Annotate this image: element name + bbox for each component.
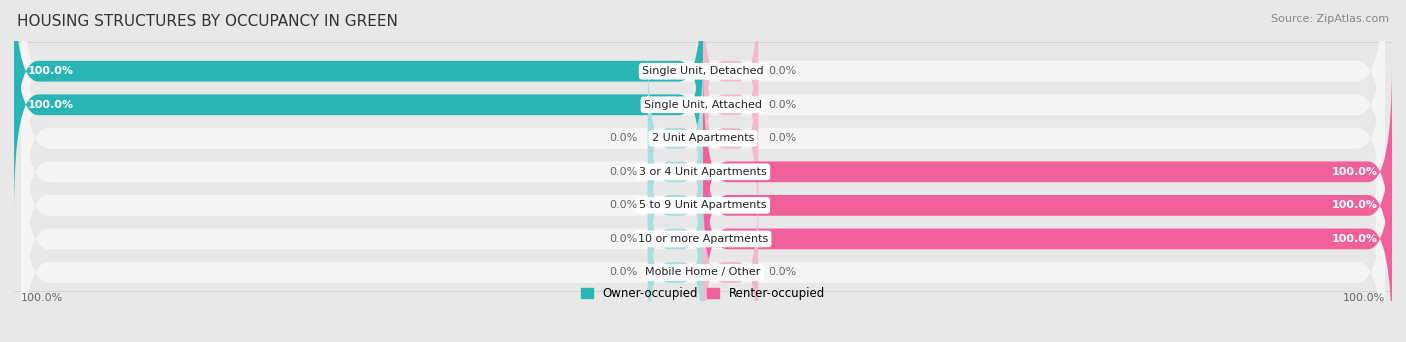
Text: 100.0%: 100.0% bbox=[21, 293, 63, 303]
Text: 10 or more Apartments: 10 or more Apartments bbox=[638, 234, 768, 244]
FancyBboxPatch shape bbox=[703, 132, 1392, 342]
FancyBboxPatch shape bbox=[21, 15, 1385, 262]
FancyBboxPatch shape bbox=[703, 98, 1392, 312]
Text: 0.0%: 0.0% bbox=[609, 234, 637, 244]
FancyBboxPatch shape bbox=[14, 0, 703, 212]
FancyBboxPatch shape bbox=[648, 115, 703, 295]
FancyBboxPatch shape bbox=[21, 0, 1385, 195]
Text: 100.0%: 100.0% bbox=[1331, 234, 1378, 244]
Text: 0.0%: 0.0% bbox=[609, 167, 637, 177]
FancyBboxPatch shape bbox=[703, 0, 758, 161]
FancyBboxPatch shape bbox=[703, 182, 758, 342]
Text: Mobile Home / Other: Mobile Home / Other bbox=[645, 267, 761, 277]
Text: Single Unit, Attached: Single Unit, Attached bbox=[644, 100, 762, 110]
Text: 0.0%: 0.0% bbox=[609, 133, 637, 143]
FancyBboxPatch shape bbox=[21, 115, 1385, 342]
Text: 0.0%: 0.0% bbox=[609, 200, 637, 210]
Text: 0.0%: 0.0% bbox=[769, 133, 797, 143]
Text: 0.0%: 0.0% bbox=[609, 267, 637, 277]
Text: 100.0%: 100.0% bbox=[28, 100, 75, 110]
Text: 2 Unit Apartments: 2 Unit Apartments bbox=[652, 133, 754, 143]
Text: Source: ZipAtlas.com: Source: ZipAtlas.com bbox=[1271, 14, 1389, 24]
Text: Single Unit, Detached: Single Unit, Detached bbox=[643, 66, 763, 76]
Text: 100.0%: 100.0% bbox=[28, 66, 75, 76]
FancyBboxPatch shape bbox=[14, 0, 703, 178]
FancyBboxPatch shape bbox=[648, 48, 703, 228]
FancyBboxPatch shape bbox=[648, 149, 703, 329]
FancyBboxPatch shape bbox=[21, 48, 1385, 295]
FancyBboxPatch shape bbox=[703, 15, 758, 195]
FancyBboxPatch shape bbox=[648, 182, 703, 342]
FancyBboxPatch shape bbox=[703, 65, 1392, 279]
Text: 0.0%: 0.0% bbox=[769, 66, 797, 76]
Text: 0.0%: 0.0% bbox=[769, 100, 797, 110]
Text: 100.0%: 100.0% bbox=[1331, 167, 1378, 177]
FancyBboxPatch shape bbox=[648, 82, 703, 262]
FancyBboxPatch shape bbox=[21, 82, 1385, 329]
FancyBboxPatch shape bbox=[703, 48, 758, 228]
FancyBboxPatch shape bbox=[21, 0, 1385, 228]
Text: HOUSING STRUCTURES BY OCCUPANCY IN GREEN: HOUSING STRUCTURES BY OCCUPANCY IN GREEN bbox=[17, 14, 398, 29]
Legend: Owner-occupied, Renter-occupied: Owner-occupied, Renter-occupied bbox=[581, 287, 825, 300]
Text: 3 or 4 Unit Apartments: 3 or 4 Unit Apartments bbox=[640, 167, 766, 177]
FancyBboxPatch shape bbox=[21, 149, 1385, 342]
Text: 5 to 9 Unit Apartments: 5 to 9 Unit Apartments bbox=[640, 200, 766, 210]
Text: 100.0%: 100.0% bbox=[1331, 200, 1378, 210]
Text: 100.0%: 100.0% bbox=[1343, 293, 1385, 303]
Text: 0.0%: 0.0% bbox=[769, 267, 797, 277]
